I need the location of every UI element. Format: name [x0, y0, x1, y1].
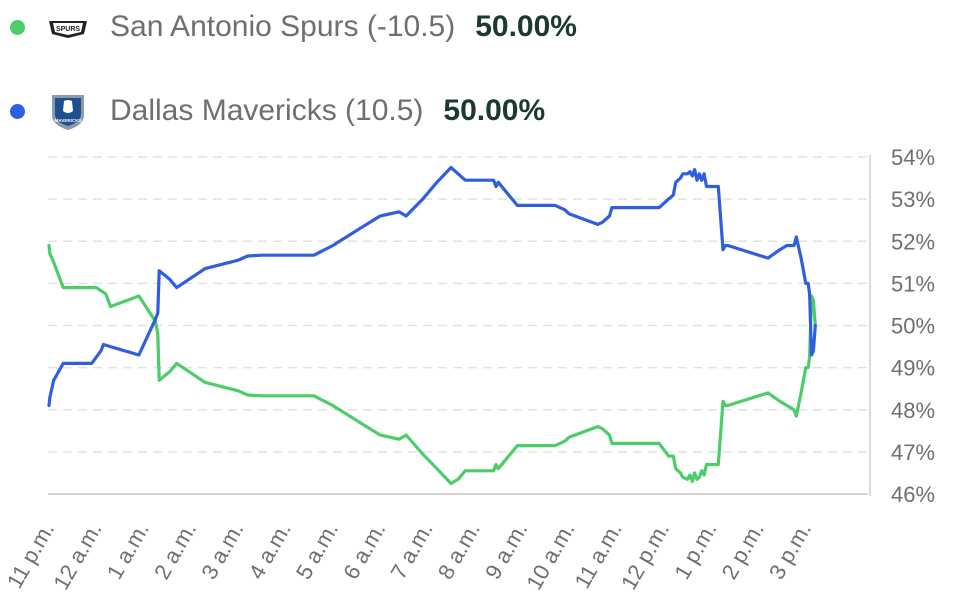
x-tick-label: 1 a.m.: [102, 518, 154, 583]
spurs-logo-icon: SPURS: [49, 21, 87, 38]
mavericks-color-dot: [10, 103, 25, 119]
spurs-logo-text: SPURS: [56, 26, 80, 33]
y-tick-label: 47%: [891, 440, 935, 465]
x-tick-label: 7 a.m.: [386, 518, 438, 583]
x-tick-label: 8 a.m.: [433, 518, 485, 583]
y-tick-label: 51%: [891, 271, 935, 296]
x-tick-label: 2 p.m.: [717, 518, 769, 583]
y-tick-label: 54%: [891, 145, 935, 170]
spurs-team-label: San Antonio Spurs (-10.5): [110, 10, 456, 43]
x-tick-label: 2 a.m.: [149, 518, 201, 583]
x-tick-label: 1 p.m.: [669, 518, 721, 583]
legend-item-spurs: SPURS San Antonio Spurs (-10.5) 50.00%: [0, 2, 577, 52]
mavericks-logo-icon: MAVERICKS: [52, 95, 84, 130]
y-tick-label: 49%: [891, 356, 935, 381]
y-tick-label: 52%: [891, 229, 935, 254]
x-tick-label: 3 a.m.: [196, 518, 248, 583]
y-tick-label: 50%: [891, 314, 935, 339]
x-tick-label: 5 a.m.: [291, 518, 343, 583]
x-tick-label: 4 a.m.: [244, 518, 296, 583]
spurs-color-dot: [10, 19, 25, 35]
legend-item-mavericks: MAVERICKS Dallas Mavericks (10.5) 50.00%: [0, 86, 545, 136]
x-tick-label: 3 p.m.: [764, 518, 816, 583]
mavericks-series-line: [47, 165, 817, 408]
mavericks-win-percentage: 50.00%: [443, 94, 546, 127]
mavericks-team-label: Dallas Mavericks (10.5): [110, 94, 424, 127]
spurs-series-line: [47, 243, 817, 486]
x-tick-label: 9 a.m.: [480, 518, 532, 583]
y-tick-label: 48%: [891, 398, 935, 423]
spurs-win-percentage: 50.00%: [475, 10, 577, 43]
y-tick-label: 46%: [891, 482, 935, 507]
x-tick-label: 6 a.m.: [338, 518, 390, 583]
mavericks-logo-text: MAVERICKS: [55, 118, 82, 123]
y-tick-label: 53%: [891, 187, 935, 212]
